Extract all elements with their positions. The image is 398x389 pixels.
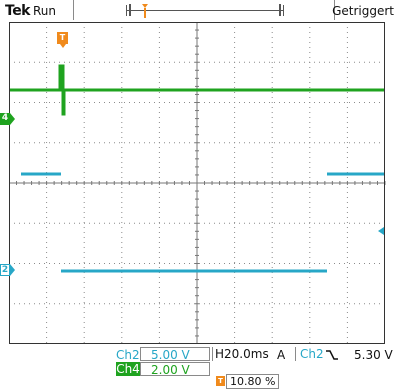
ch4-trace xyxy=(9,64,385,116)
record-view-bar xyxy=(126,5,284,16)
trigger-mode: A xyxy=(277,348,286,362)
status-bar: Tek Run Getriggert xyxy=(0,0,398,22)
trigger-status: Getriggert xyxy=(332,4,394,18)
record-window-bracket xyxy=(129,4,281,16)
run-state: Run xyxy=(33,4,57,18)
trigger-position-icon: T xyxy=(216,376,225,386)
brand-logo: Tek xyxy=(5,3,31,19)
ch2-scale-readout[interactable]: 5.00 V xyxy=(140,347,210,362)
trigger-source[interactable]: Ch2 xyxy=(295,347,324,361)
ch2-ground-marker[interactable]: 2 xyxy=(0,264,15,276)
waveform-display[interactable] xyxy=(9,22,386,345)
divider xyxy=(73,0,74,20)
divider xyxy=(334,0,335,20)
ch2-label: Ch2 xyxy=(116,348,140,362)
ch4-ground-marker[interactable]: 4 xyxy=(0,113,15,125)
timebase-label: H xyxy=(215,347,225,361)
graticule-grid xyxy=(9,22,386,344)
timebase-readout[interactable]: H20.0ms xyxy=(212,347,269,361)
trigger-level-readout[interactable]: 5.30 V xyxy=(354,348,393,362)
timebase-value: 20.0ms xyxy=(224,347,269,361)
falling-edge-icon xyxy=(326,350,338,360)
trigger-level-arrow-icon[interactable] xyxy=(378,227,384,235)
ch4-scale-readout[interactable]: 2.00 V xyxy=(140,362,210,377)
ch4-label: Ch4 xyxy=(116,362,140,376)
trigger-position-icon xyxy=(142,4,148,18)
trigger-marker[interactable]: T xyxy=(57,32,68,48)
